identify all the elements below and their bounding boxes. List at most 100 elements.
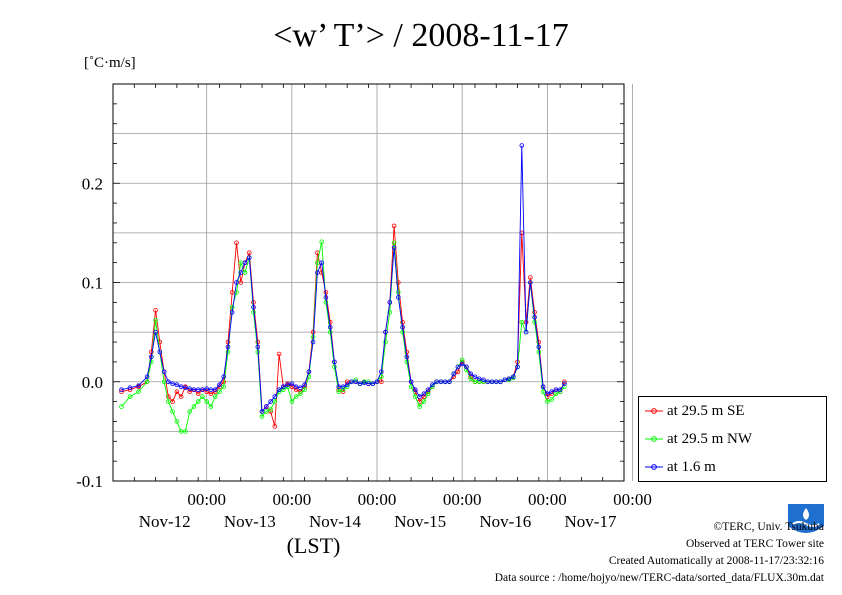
data-point-0 (562, 379, 567, 385)
data-point-2 (493, 379, 499, 385)
data-point-2 (204, 386, 210, 392)
data-point-2 (549, 389, 554, 395)
data-point-2 (344, 382, 350, 388)
data-point-1 (259, 414, 265, 419)
y-tick-label: 0.1 (82, 274, 103, 293)
data-point-1 (149, 359, 154, 365)
data-point-1 (298, 391, 303, 397)
x-tick-label: 00:00 (443, 490, 482, 509)
data-point-2 (540, 384, 546, 390)
data-point-2 (221, 374, 227, 380)
data-point-1 (195, 399, 201, 404)
data-point-2 (229, 309, 235, 315)
data-point-2 (451, 371, 457, 377)
data-point-2 (353, 379, 359, 385)
x-tick-label: 00:00 (613, 490, 652, 509)
data-point-2 (306, 369, 312, 375)
data-point-2 (263, 404, 269, 409)
data-point-2 (349, 379, 354, 385)
legend-label-se: at 29.5 m SE (667, 403, 745, 419)
data-point-1 (263, 409, 269, 414)
data-point-1 (268, 407, 273, 412)
y-tick-label: 0.2 (82, 174, 103, 193)
data-point-1 (468, 376, 474, 382)
data-point-1 (315, 260, 320, 266)
y-tick-label: -0.1 (76, 472, 103, 491)
data-point-1 (549, 397, 554, 402)
data-point-1 (519, 319, 525, 325)
x-day-label: Nov-13 (224, 512, 276, 531)
data-point-2 (506, 376, 512, 382)
data-point-2 (259, 409, 265, 414)
data-point-2 (510, 374, 516, 380)
data-point-2 (455, 364, 461, 370)
data-point-2 (183, 385, 188, 391)
data-point-1 (200, 394, 205, 399)
data-point-0 (455, 369, 461, 375)
data-point-2 (357, 381, 363, 387)
data-point-0 (378, 379, 384, 385)
data-point-1 (387, 309, 393, 315)
data-point-2 (251, 304, 256, 310)
data-point-2 (119, 387, 124, 393)
data-point-2 (149, 354, 154, 360)
footer-copyright: ©TERC, Univ. Tsukuba (713, 521, 824, 533)
x-tick-label: 00:00 (528, 490, 567, 509)
data-point-1 (293, 394, 299, 399)
data-point-0 (247, 250, 252, 256)
data-point-0 (170, 399, 175, 404)
data-point-1 (178, 429, 184, 434)
data-point-1 (127, 394, 133, 399)
data-point-0 (119, 389, 124, 395)
data-point-2 (489, 379, 495, 385)
data-point-2 (481, 377, 486, 383)
data-point-1 (391, 240, 397, 246)
data-point-2 (498, 379, 503, 385)
data-point-1 (166, 399, 171, 404)
data-point-1 (404, 359, 410, 365)
x-day-label: Nov-17 (565, 512, 617, 531)
data-point-0 (527, 275, 533, 280)
data-point-1 (217, 389, 222, 395)
data-point-2 (268, 399, 273, 404)
data-point-2 (336, 384, 342, 390)
data-point-2 (412, 387, 418, 393)
data-point-2 (464, 364, 469, 370)
data-point-2 (302, 382, 307, 388)
legend-marker-nw (645, 436, 663, 442)
data-point-2 (327, 324, 333, 330)
data-point-1 (187, 409, 193, 414)
x-axis-label: (LST) (287, 533, 341, 558)
data-point-2 (544, 391, 550, 397)
axis-labels: -0.1 0.0 0.1 0.2 00:00 Nov-12 00:00 Nov-13 00:00… (76, 174, 652, 558)
data-point-1 (144, 379, 150, 385)
logo-wave (792, 521, 820, 527)
data-point-0 (395, 280, 401, 285)
data-point-2 (178, 384, 184, 390)
footer-source: Data source : /home/hojyo/new/TERC-data/… (494, 572, 824, 584)
data-point-2 (370, 381, 376, 387)
data-point-2 (485, 379, 491, 385)
x-day-label: Nov-16 (479, 512, 531, 531)
data-point-2 (519, 143, 525, 148)
data-point-2 (247, 255, 252, 261)
data-point-2 (417, 394, 422, 399)
data-point-1 (242, 270, 248, 275)
series-group (119, 143, 567, 434)
data-point-0 (229, 290, 235, 295)
data-point-2 (174, 382, 180, 388)
plot-frame (112, 83, 625, 482)
legend-label-low: at 1.6 m (667, 459, 716, 475)
data-point-2 (127, 385, 133, 391)
data-point-2 (217, 382, 222, 388)
data-point-1 (544, 399, 550, 404)
data-point-2 (208, 387, 214, 393)
data-point-1 (302, 387, 307, 393)
data-point-2 (187, 386, 193, 392)
data-point-2 (234, 280, 239, 285)
legend-marker-se (645, 408, 663, 414)
data-point-1 (119, 404, 124, 409)
data-point-1 (383, 339, 388, 345)
data-point-2 (161, 369, 167, 375)
